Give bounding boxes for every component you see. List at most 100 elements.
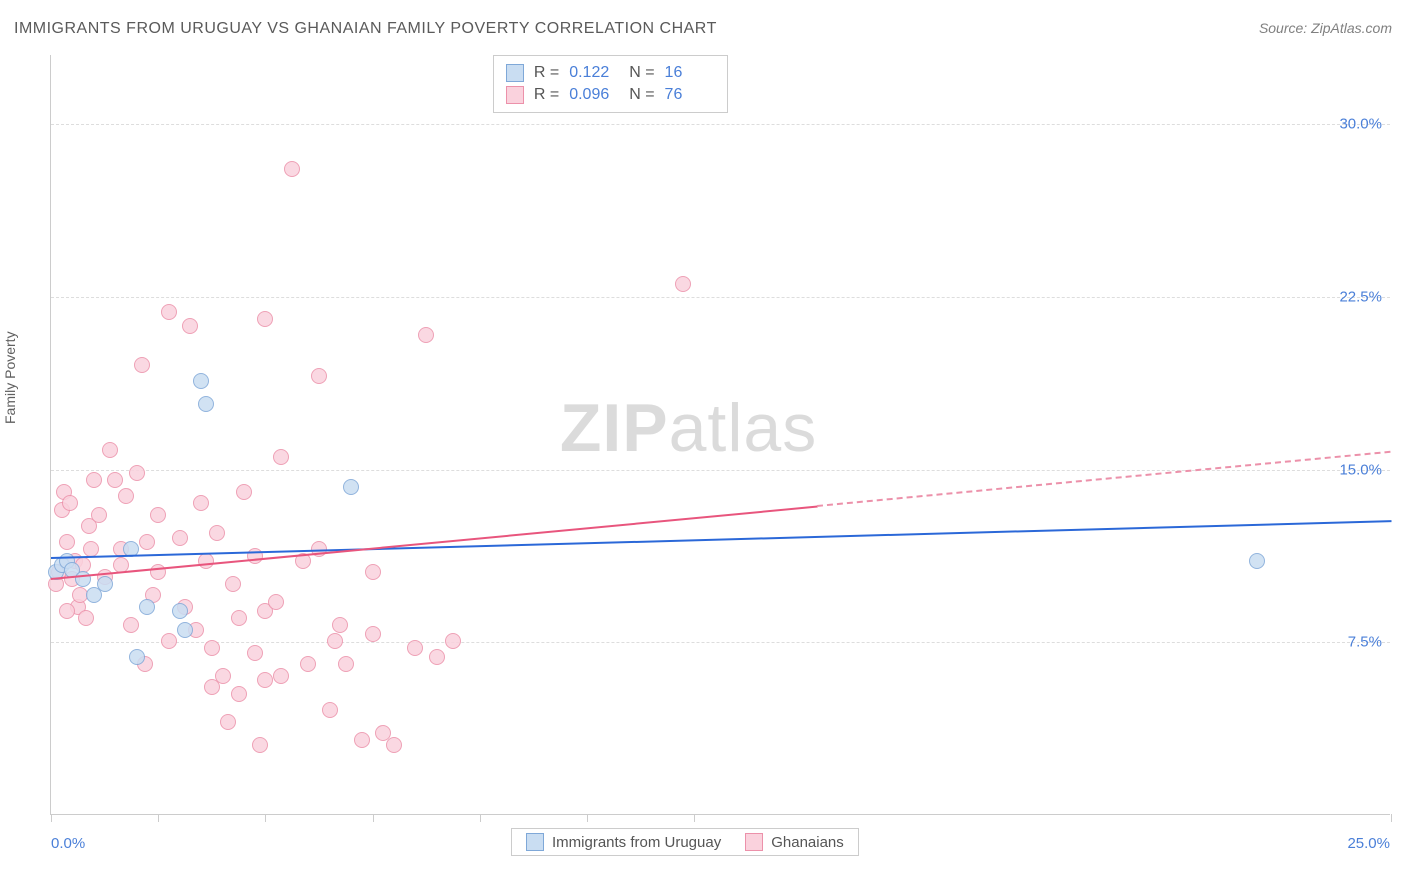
legend-item: Ghanaians xyxy=(745,833,844,851)
scatter-point xyxy=(198,553,214,569)
scatter-point xyxy=(284,161,300,177)
scatter-point xyxy=(123,617,139,633)
legend-swatch xyxy=(745,833,763,851)
y-tick-label: 7.5% xyxy=(1348,634,1382,651)
y-axis-label: Family Poverty xyxy=(2,331,18,424)
scatter-point xyxy=(118,488,134,504)
series-legend: Immigrants from Uruguay Ghanaians xyxy=(511,828,859,856)
trend-line-extrapolated xyxy=(817,451,1391,507)
scatter-point xyxy=(311,368,327,384)
x-tick-label-start: 0.0% xyxy=(51,835,85,852)
scatter-point xyxy=(225,576,241,592)
scatter-point xyxy=(675,276,691,292)
scatter-point xyxy=(257,672,273,688)
series-swatch xyxy=(506,64,524,82)
scatter-point xyxy=(327,633,343,649)
scatter-point xyxy=(86,472,102,488)
y-tick-label: 15.0% xyxy=(1339,461,1382,478)
watermark-text: ZIPatlas xyxy=(560,389,817,467)
scatter-point xyxy=(129,465,145,481)
scatter-point xyxy=(172,530,188,546)
r-label: R = xyxy=(534,86,559,104)
scatter-point xyxy=(134,357,150,373)
scatter-point xyxy=(322,702,338,718)
stats-row: R = 0.096 N = 76 xyxy=(506,84,715,106)
scatter-point xyxy=(257,311,273,327)
scatter-point xyxy=(139,534,155,550)
scatter-point xyxy=(220,714,236,730)
scatter-point xyxy=(1249,553,1265,569)
x-tick xyxy=(480,814,481,822)
scatter-point xyxy=(354,732,370,748)
scatter-point xyxy=(215,668,231,684)
scatter-point xyxy=(300,656,316,672)
legend-label: Ghanaians xyxy=(771,834,844,851)
scatter-point xyxy=(418,327,434,343)
scatter-point xyxy=(209,525,225,541)
x-tick xyxy=(373,814,374,822)
n-label: N = xyxy=(629,86,654,104)
scatter-point xyxy=(62,495,78,511)
scatter-point xyxy=(97,576,113,592)
scatter-point xyxy=(161,304,177,320)
scatter-point xyxy=(193,373,209,389)
source-attribution: Source: ZipAtlas.com xyxy=(1259,20,1392,36)
scatter-point xyxy=(252,737,268,753)
scatter-point xyxy=(231,610,247,626)
scatter-point xyxy=(332,617,348,633)
scatter-point xyxy=(102,442,118,458)
scatter-point xyxy=(407,640,423,656)
gridline xyxy=(51,297,1390,298)
scatter-point xyxy=(150,507,166,523)
scatter-point xyxy=(193,495,209,511)
x-tick xyxy=(587,814,588,822)
gridline xyxy=(51,642,1390,643)
scatter-point xyxy=(429,649,445,665)
scatter-plot-area: ZIPatlas 7.5%15.0%22.5%30.0%0.0%25.0%R =… xyxy=(50,55,1390,815)
scatter-point xyxy=(268,594,284,610)
scatter-point xyxy=(59,603,75,619)
x-tick xyxy=(1391,814,1392,822)
scatter-point xyxy=(172,603,188,619)
scatter-point xyxy=(365,564,381,580)
x-tick xyxy=(265,814,266,822)
scatter-point xyxy=(236,484,252,500)
y-tick-label: 30.0% xyxy=(1339,116,1382,133)
x-tick xyxy=(694,814,695,822)
series-swatch xyxy=(506,86,524,104)
stats-row: R =0.122N =16 xyxy=(506,62,715,84)
x-tick xyxy=(158,814,159,822)
chart-title: IMMIGRANTS FROM URUGUAY VS GHANAIAN FAMI… xyxy=(14,20,717,38)
r-label: R = xyxy=(534,64,559,82)
scatter-point xyxy=(338,656,354,672)
scatter-point xyxy=(177,622,193,638)
scatter-point xyxy=(386,737,402,753)
scatter-point xyxy=(198,396,214,412)
scatter-point xyxy=(161,633,177,649)
r-value: 0.096 xyxy=(569,86,619,104)
scatter-point xyxy=(182,318,198,334)
scatter-point xyxy=(204,640,220,656)
scatter-point xyxy=(343,479,359,495)
scatter-point xyxy=(231,686,247,702)
chart-header: IMMIGRANTS FROM URUGUAY VS GHANAIAN FAMI… xyxy=(14,20,1392,38)
n-value: 76 xyxy=(665,86,715,104)
scatter-point xyxy=(445,633,461,649)
trend-line xyxy=(51,520,1391,559)
n-value: 16 xyxy=(665,64,715,82)
gridline xyxy=(51,124,1390,125)
scatter-point xyxy=(247,645,263,661)
scatter-point xyxy=(59,534,75,550)
legend-item: Immigrants from Uruguay xyxy=(526,833,721,851)
scatter-point xyxy=(365,626,381,642)
scatter-point xyxy=(91,507,107,523)
legend-label: Immigrants from Uruguay xyxy=(552,834,721,851)
scatter-point xyxy=(107,472,123,488)
scatter-point xyxy=(273,449,289,465)
legend-swatch xyxy=(526,833,544,851)
y-tick-label: 22.5% xyxy=(1339,288,1382,305)
r-value: 0.122 xyxy=(569,64,619,82)
correlation-stats-box: R = 0.122 N = 16 R = 0.096 N = 76 xyxy=(493,55,728,113)
scatter-point xyxy=(129,649,145,665)
scatter-point xyxy=(273,668,289,684)
